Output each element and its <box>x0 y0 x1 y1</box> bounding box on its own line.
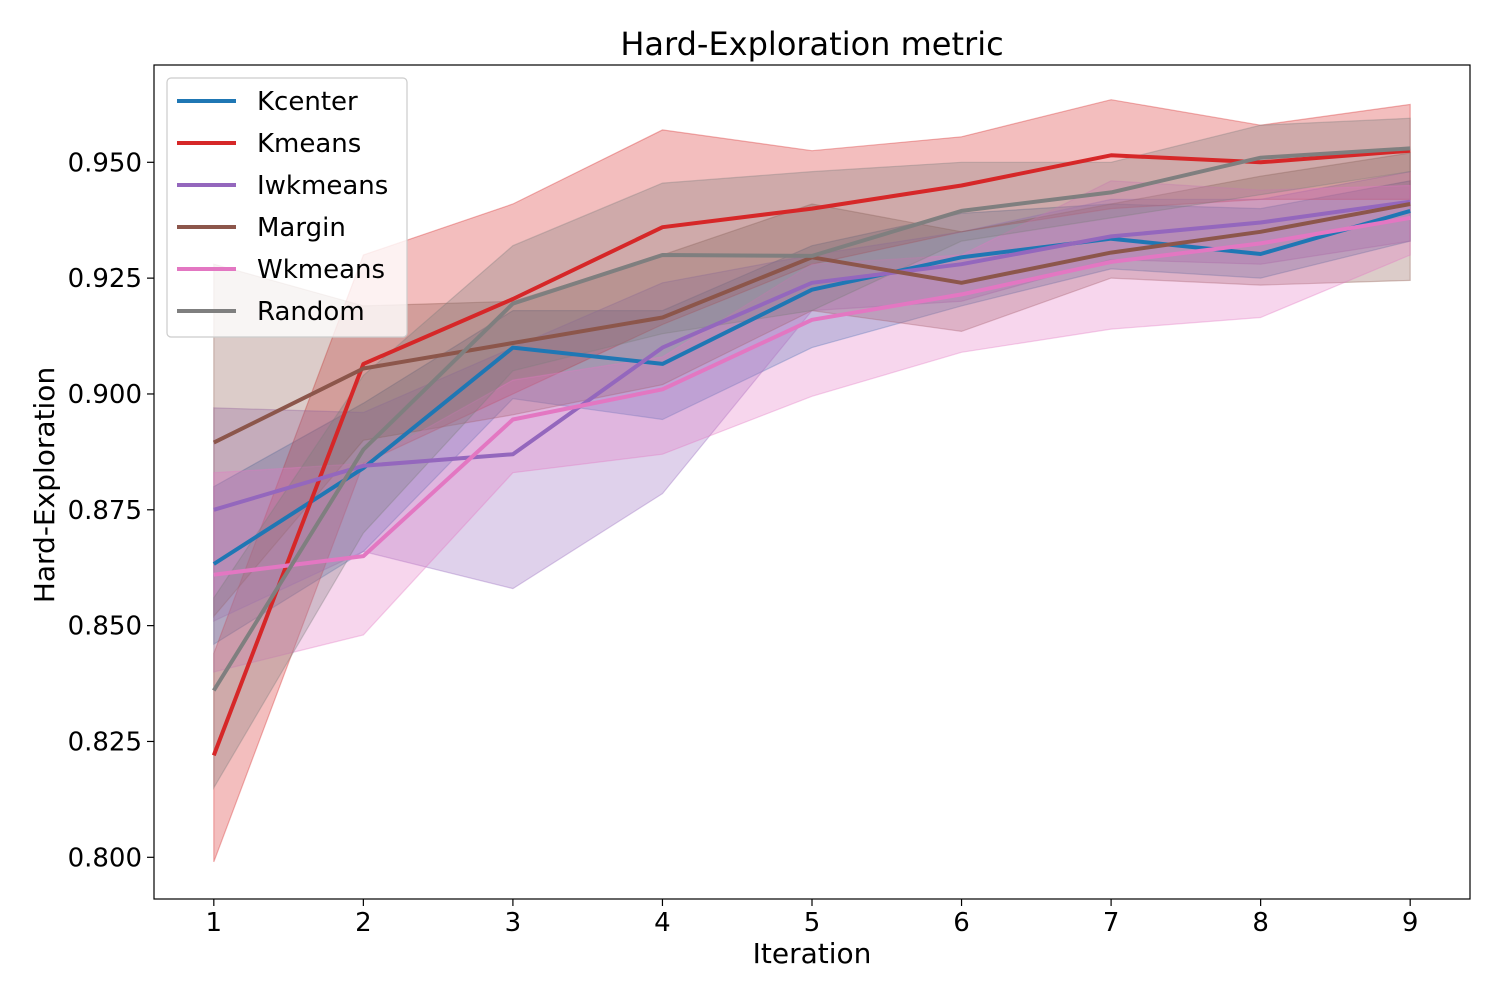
x-tick-label: 9 <box>1402 908 1419 938</box>
band-random <box>213 117 1411 791</box>
chart-title: Hard-Exploration metric <box>620 25 1003 63</box>
series-lines <box>211 146 1411 757</box>
x-tick-label: 3 <box>505 908 522 938</box>
y-tick-label: 0.825 <box>68 727 142 757</box>
x-tick-label: 5 <box>804 908 821 938</box>
legend-label-random: Random <box>257 297 365 327</box>
line-iwkmeans <box>213 199 1411 512</box>
legend-label-kmeans: Kmeans <box>257 129 361 159</box>
line-random <box>212 146 1411 692</box>
legend-label-wkmeans: Wkmeans <box>257 255 385 285</box>
y-tick-label: 0.950 <box>68 148 142 178</box>
x-tick-label: 8 <box>1252 908 1269 938</box>
band-iwkmeans <box>213 170 1411 622</box>
y-tick-label: 0.900 <box>68 380 142 410</box>
legend-label-iwkmeans: Iwkmeans <box>257 171 388 201</box>
x-axis-ticks: 1 2 3 4 5 6 7 8 9 <box>206 899 1419 938</box>
y-tick-label: 0.925 <box>68 264 142 294</box>
x-axis-label: Iteration <box>753 937 872 970</box>
x-tick-label: 7 <box>1103 908 1120 938</box>
line-kmeans <box>211 148 1411 757</box>
y-axis-label: Hard-Exploration <box>28 367 61 603</box>
x-tick-label: 6 <box>953 908 970 938</box>
line-wkmeans <box>213 215 1411 577</box>
x-tick-label: 2 <box>355 908 372 938</box>
plot-frame <box>153 64 1471 900</box>
legend-label-kcenter: Kcenter <box>257 87 358 117</box>
band-wkmeans <box>213 180 1411 673</box>
y-axis-ticks: 0.800 0.825 0.850 0.875 0.900 0.925 0.950 <box>68 148 154 873</box>
legend-label-margin: Margin <box>257 213 346 243</box>
y-tick-label: 0.850 <box>68 612 142 642</box>
y-tick-label: 0.800 <box>68 843 142 873</box>
y-tick-label: 0.875 <box>68 496 142 526</box>
band-kmeans <box>213 99 1411 863</box>
x-tick-label: 1 <box>206 908 223 938</box>
legend: Kcenter Kmeans Iwkmeans Margin Wkmeans Random <box>166 77 408 338</box>
x-tick-label: 4 <box>654 908 671 938</box>
